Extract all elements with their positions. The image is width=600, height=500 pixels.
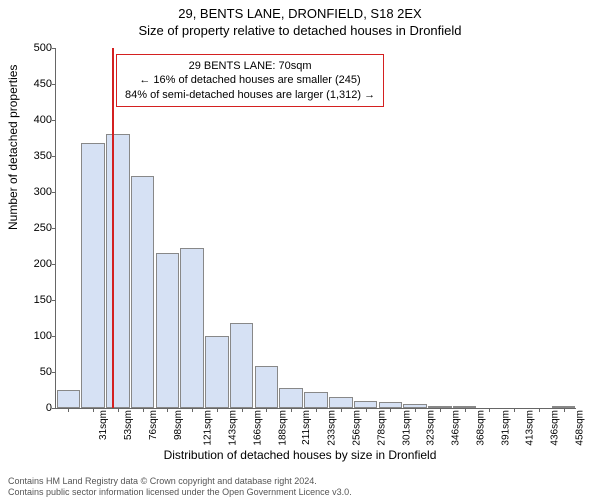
histogram-bar (205, 336, 229, 408)
x-tick-mark (366, 408, 367, 412)
x-tick-label: 143sqm (228, 410, 239, 446)
y-tick-mark (52, 264, 56, 265)
info-line2: ← 16% of detached houses are smaller (24… (125, 73, 375, 87)
histogram-bar (230, 323, 254, 408)
histogram-bar (57, 390, 81, 408)
y-axis-label: Number of detached properties (6, 65, 20, 230)
y-tick-mark (52, 156, 56, 157)
x-tick-mark (266, 408, 267, 412)
y-tick-mark (52, 48, 56, 49)
histogram-bar (354, 401, 378, 408)
histogram-bar (81, 143, 105, 408)
y-tick-mark (52, 336, 56, 337)
footer-line1: Contains HM Land Registry data © Crown c… (8, 476, 352, 487)
chart-area: 05010015020025030035040045050031sqm53sqm… (55, 48, 576, 409)
x-tick-mark (192, 408, 193, 412)
x-tick-label: 76sqm (148, 410, 159, 440)
x-tick-mark (440, 408, 441, 412)
x-tick-mark (564, 408, 565, 412)
footer-attribution: Contains HM Land Registry data © Crown c… (8, 476, 352, 498)
x-tick-label: 233sqm (327, 410, 338, 446)
y-tick-mark (52, 372, 56, 373)
y-tick-mark (52, 84, 56, 85)
histogram-bar (279, 388, 303, 408)
x-tick-mark (514, 408, 515, 412)
x-tick-mark (242, 408, 243, 412)
y-tick-mark (52, 408, 56, 409)
histogram-bar (329, 397, 353, 408)
x-tick-mark (465, 408, 466, 412)
footer-line2: Contains public sector information licen… (8, 487, 352, 498)
x-tick-label: 256sqm (352, 410, 363, 446)
histogram-bar (304, 392, 328, 408)
x-tick-label: 121sqm (203, 410, 214, 446)
x-tick-label: 211sqm (301, 410, 312, 445)
x-tick-label: 166sqm (253, 410, 264, 446)
y-tick-mark (52, 120, 56, 121)
histogram-bar (156, 253, 180, 408)
histogram-bar (106, 134, 130, 408)
histogram-bar (255, 366, 279, 408)
x-tick-label: 301sqm (401, 410, 412, 446)
x-tick-label: 188sqm (277, 410, 288, 446)
x-axis-label: Distribution of detached houses by size … (0, 448, 600, 462)
x-tick-label: 436sqm (550, 410, 561, 446)
x-tick-mark (68, 408, 69, 412)
x-tick-mark (415, 408, 416, 412)
x-tick-label: 368sqm (475, 410, 486, 446)
histogram-bar (131, 176, 155, 408)
address-title: 29, BENTS LANE, DRONFIELD, S18 2EX (0, 0, 600, 21)
x-tick-mark (489, 408, 490, 412)
info-line1: 29 BENTS LANE: 70sqm (125, 59, 375, 73)
x-tick-mark (167, 408, 168, 412)
x-tick-label: 278sqm (376, 410, 387, 446)
x-tick-mark (217, 408, 218, 412)
x-tick-label: 53sqm (123, 410, 134, 440)
x-tick-label: 98sqm (173, 410, 184, 440)
histogram-bar (180, 248, 204, 408)
x-tick-mark (118, 408, 119, 412)
x-tick-label: 391sqm (500, 410, 511, 446)
info-line3: 84% of semi-detached houses are larger (… (125, 88, 375, 102)
chart-subtitle: Size of property relative to detached ho… (0, 21, 600, 38)
x-tick-label: 458sqm (574, 410, 585, 446)
x-tick-mark (316, 408, 317, 412)
property-marker-line (112, 48, 114, 408)
y-tick-mark (52, 300, 56, 301)
x-tick-label: 413sqm (525, 410, 536, 446)
x-tick-mark (93, 408, 94, 412)
x-tick-mark (341, 408, 342, 412)
x-tick-mark (143, 408, 144, 412)
y-tick-mark (52, 228, 56, 229)
info-box: 29 BENTS LANE: 70sqm← 16% of detached ho… (116, 54, 384, 107)
x-tick-label: 31sqm (98, 410, 109, 440)
y-tick-mark (52, 192, 56, 193)
x-tick-label: 346sqm (451, 410, 462, 446)
x-tick-mark (291, 408, 292, 412)
x-tick-label: 323sqm (426, 410, 437, 446)
x-tick-mark (390, 408, 391, 412)
x-tick-mark (539, 408, 540, 412)
